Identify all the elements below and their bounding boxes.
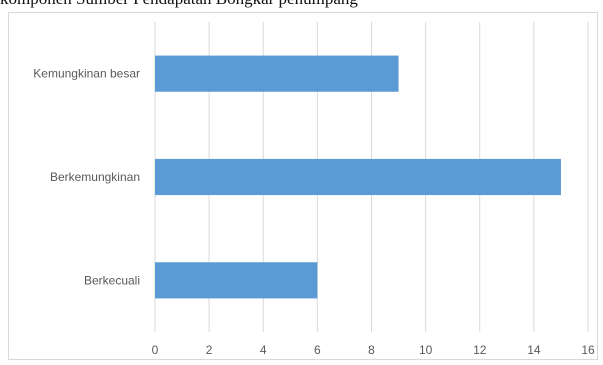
bar-2	[155, 158, 561, 196]
x-tick-label-2: 4	[260, 343, 267, 357]
category-label-1: Kemungkinan besar	[33, 67, 140, 81]
bar-1	[155, 55, 399, 92]
x-tick-label-3: 6	[314, 343, 321, 357]
x-tick-label-8: 16	[581, 343, 595, 357]
bar-3	[155, 262, 318, 299]
x-tick-label-6: 12	[473, 343, 487, 357]
x-tick-label-7: 14	[527, 343, 541, 357]
x-tick-label-4: 8	[368, 343, 375, 357]
x-tick-label-1: 2	[206, 343, 213, 357]
x-tick-label-0: 0	[152, 343, 159, 357]
category-label-2: Berkemungkinan	[50, 170, 140, 184]
x-tick-label-5: 10	[419, 343, 433, 357]
category-label-3: Berkecuali	[84, 273, 140, 287]
chart-caption: komponen Sumber Pendapatan Bongkar penum…	[0, 0, 603, 9]
